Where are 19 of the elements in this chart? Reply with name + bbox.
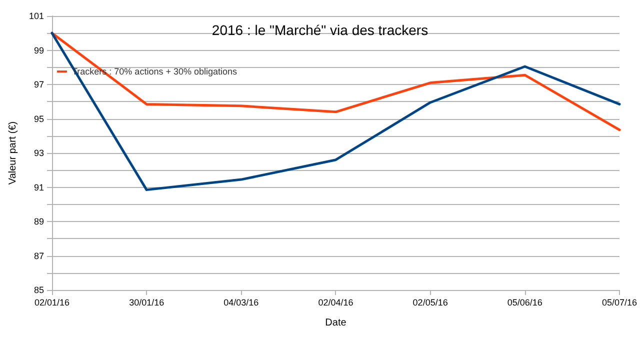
y-axis-title: Valeur part (€) xyxy=(8,121,18,185)
x-tick-label: 02/04/16 xyxy=(318,298,354,308)
x-tick-label: 05/06/16 xyxy=(507,298,542,308)
y-tick-label: 99 xyxy=(34,45,44,56)
y-tick-label: 93 xyxy=(34,148,44,158)
y-tick-label: 95 xyxy=(34,114,44,124)
y-tick-label: 91 xyxy=(34,182,44,192)
x-tick-label: 04/03/16 xyxy=(224,298,259,308)
y-tick-label: 101 xyxy=(28,11,44,21)
x-tick-label: 05/07/16 xyxy=(602,298,638,308)
y-tick-label: 87 xyxy=(34,250,44,261)
y-tick-label: 89 xyxy=(34,216,44,226)
y-tick-label: 97 xyxy=(34,80,44,90)
x-tick-label: 30/01/16 xyxy=(129,298,164,308)
x-tick-label: 02/01/16 xyxy=(34,298,70,308)
y-tick-label: 85 xyxy=(34,285,44,295)
x-tick-label: 02/05/16 xyxy=(412,298,448,308)
chart-title: 2016 : le "Marché" via des trackers xyxy=(212,22,428,38)
x-axis-title: Date xyxy=(325,318,347,328)
